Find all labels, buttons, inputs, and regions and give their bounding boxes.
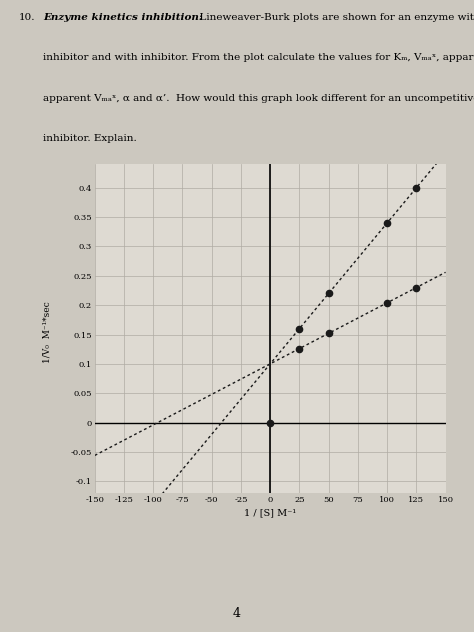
Text: apparent Vₘₐˣ, α and α’.  How would this graph look different for an uncompetiti: apparent Vₘₐˣ, α and α’. How would this … bbox=[43, 94, 474, 102]
Text: 4: 4 bbox=[233, 607, 241, 619]
Text: inhibitor. Explain.: inhibitor. Explain. bbox=[43, 134, 137, 143]
X-axis label: 1 / [S] M⁻¹: 1 / [S] M⁻¹ bbox=[244, 508, 296, 517]
Text: Enzyme kinetics inhibition:: Enzyme kinetics inhibition: bbox=[43, 13, 203, 21]
Text: 10.: 10. bbox=[19, 13, 36, 21]
Text: Lineweaver-Burk plots are shown for an enzyme without: Lineweaver-Burk plots are shown for an e… bbox=[193, 13, 474, 21]
Text: 1/V₀  M⁻¹*sec: 1/V₀ M⁻¹*sec bbox=[43, 301, 52, 363]
Text: inhibitor and with inhibitor. From the plot calculate the values for Kₘ, Vₘₐˣ, a: inhibitor and with inhibitor. From the p… bbox=[43, 53, 474, 62]
